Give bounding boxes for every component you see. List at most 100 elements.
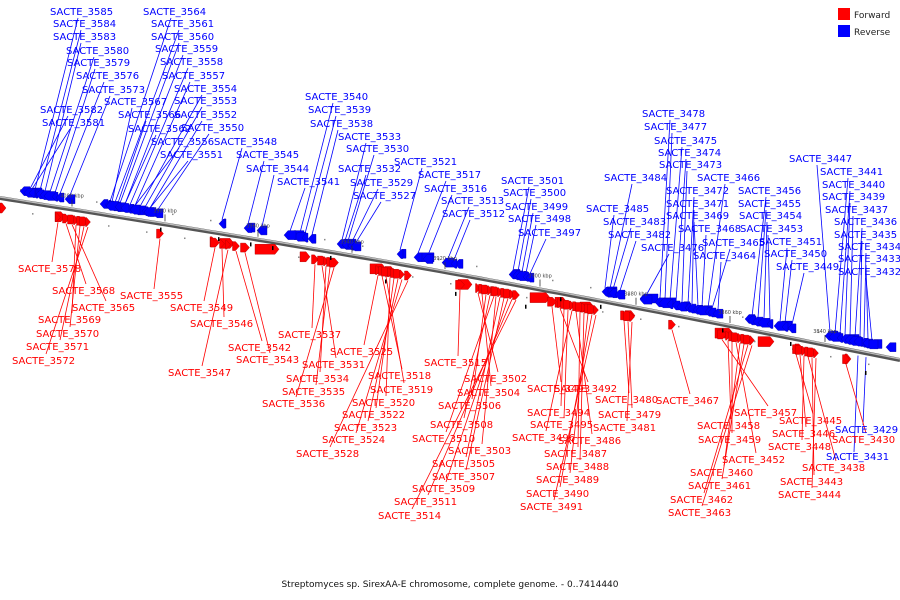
forward-gene-label: SACTE_3503 <box>448 446 511 457</box>
forward-gene-arrow <box>842 354 850 364</box>
forward-gene-label: SACTE_3481 <box>593 423 656 434</box>
forward-gene-label: SACTE_3534 <box>286 374 349 385</box>
reverse-gene-arrow <box>450 259 458 269</box>
reverse-leader-line <box>701 234 707 307</box>
forward-gene-label: SACTE_3463 <box>668 508 731 519</box>
reverse-gene-label: SACTE_3431 <box>826 452 889 463</box>
reverse-leader-line <box>355 201 382 243</box>
reverse-leader-line <box>311 129 339 235</box>
reverse-gene-arrow <box>853 336 863 347</box>
forward-leader-line <box>465 297 505 471</box>
forward-gene-label: SACTE_3547 <box>168 368 231 379</box>
legend-swatch-reverse <box>838 25 850 37</box>
reverse-leader-line <box>529 238 547 274</box>
reverse-leader-line <box>834 177 849 333</box>
reverse-gene-label: SACTE_3538 <box>310 119 373 130</box>
forward-gene-label: SACTE_3565 <box>72 303 135 314</box>
reverse-leader-line <box>859 240 863 338</box>
backbone-dot <box>450 283 452 285</box>
forward-gene-label: SACTE_3510 <box>412 434 475 445</box>
forward-leader-line <box>481 293 492 387</box>
reverse-leader-line <box>119 42 180 204</box>
reverse-leader-line <box>784 259 793 323</box>
reverse-gene-arrow <box>525 272 535 283</box>
forward-leader-line <box>295 267 335 398</box>
backbone-dot <box>526 296 528 299</box>
reverse-gene-arrow <box>143 207 157 217</box>
forward-leader-line <box>703 344 749 494</box>
reverse-gene-label: SACTE_3564 <box>143 7 206 18</box>
feature-marker <box>525 304 527 309</box>
reverse-leader-line <box>693 221 699 306</box>
reverse-gene-arrow <box>283 230 297 240</box>
forward-gene-label: SACTE_3480 <box>595 395 658 406</box>
forward-gene-label: SACTE_3505 <box>432 459 495 470</box>
backbone-dot <box>298 256 300 258</box>
reverse-gene-label: SACTE_3551 <box>160 150 223 161</box>
backbone-dot <box>96 201 98 203</box>
reverse-leader-line <box>117 120 147 203</box>
reverse-leader-line <box>751 196 767 317</box>
reverse-leader-line <box>69 95 111 196</box>
reverse-leader-line <box>34 17 79 190</box>
reverse-gene-arrow <box>301 232 309 243</box>
reverse-gene-label: SACTE_3447 <box>789 154 852 165</box>
reverse-gene-label: SACTE_3560 <box>151 32 214 43</box>
tick-label: 4000 kbp <box>60 193 84 199</box>
forward-leader-line <box>721 343 745 480</box>
reverse-leader-line <box>29 115 69 189</box>
forward-gene-label: SACTE_3489 <box>536 475 599 486</box>
forward-leader-line <box>811 358 817 489</box>
reverse-gene-label: SACTE_3451 <box>759 237 822 248</box>
reverse-gene-label: SACTE_3500 <box>503 188 566 199</box>
reverse-leader-line <box>865 264 869 340</box>
forward-gene-arrow <box>757 336 775 347</box>
forward-gene-label: SACTE_3528 <box>296 449 359 460</box>
reverse-gene-arrow <box>639 294 653 305</box>
forward-gene-label: SACTE_3444 <box>778 490 841 501</box>
reverse-gene-label: SACTE_3559 <box>155 44 218 55</box>
forward-leader-line <box>463 295 491 419</box>
forward-gene-label: SACTE_3531 <box>302 360 365 371</box>
forward-gene-label: SACTE_3568 <box>52 286 115 297</box>
gene-features <box>0 186 897 375</box>
tick-label: 3900 kbp <box>528 273 552 279</box>
forward-gene-arrow <box>813 348 819 358</box>
reverse-gene-arrow <box>614 289 626 300</box>
reverse-gene-label: SACTE_3439 <box>822 192 885 203</box>
forward-leader-line <box>367 278 399 422</box>
reverse-gene-arrow <box>666 299 674 309</box>
reverse-gene-label: SACTE_3576 <box>76 71 139 82</box>
reverse-leader-line <box>816 164 831 332</box>
forward-gene-label: SACTE_3457 <box>734 408 797 419</box>
forward-leader-line <box>69 225 81 328</box>
feature-marker <box>330 255 332 260</box>
backbone-dot <box>742 316 744 318</box>
forward-gene-arrow <box>55 212 61 222</box>
forward-leader-line <box>445 298 509 483</box>
forward-leader-line <box>545 310 573 432</box>
forward-leader-line <box>623 320 630 394</box>
reverse-leader-line <box>767 234 771 320</box>
forward-leader-line <box>626 321 633 422</box>
reverse-gene-label: SACTE_3545 <box>236 150 299 161</box>
forward-gene-label: SACTE_3487 <box>544 449 607 460</box>
reverse-leader-line <box>341 142 367 241</box>
reverse-gene-label: SACTE_3440 <box>822 180 885 191</box>
forward-leader-line <box>553 314 597 501</box>
reverse-leader-line <box>862 357 867 426</box>
backbone-dot <box>754 340 756 343</box>
feature-marker <box>600 304 602 309</box>
forward-leader-line <box>801 355 805 441</box>
backbone-dot <box>818 331 820 334</box>
feature-marker <box>385 279 387 284</box>
backbone-dot <box>324 238 326 241</box>
reverse-gene-label: SACTE_3567 <box>104 97 167 108</box>
feature-marker <box>455 291 457 296</box>
reverse-leader-line <box>347 154 375 242</box>
backbone-dot <box>412 276 414 278</box>
reverse-gene-arrow <box>862 338 870 348</box>
reverse-gene-label: SACTE_3516 <box>424 184 487 195</box>
forward-leader-line <box>65 223 87 285</box>
tick-label: 3980 kbp <box>153 208 177 214</box>
